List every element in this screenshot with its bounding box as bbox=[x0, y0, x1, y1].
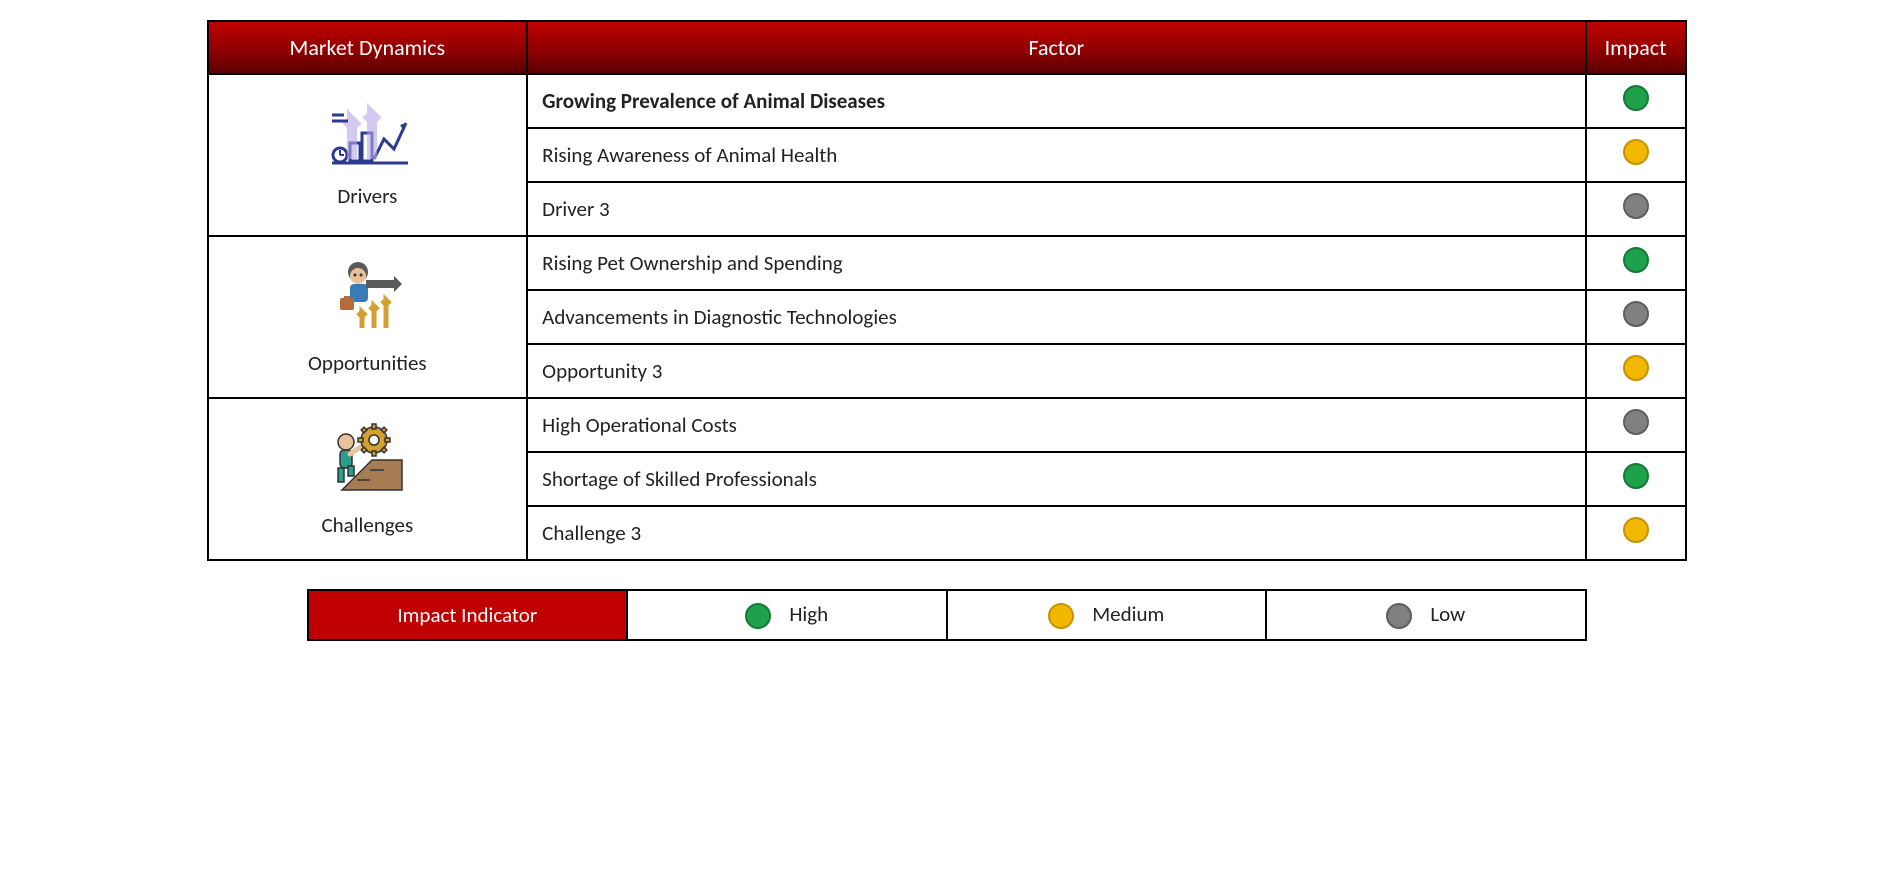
factor-cell: Rising Awareness of Animal Health bbox=[527, 128, 1585, 182]
impact-cell bbox=[1586, 344, 1686, 398]
dynamics-cell-challenges: Challenges bbox=[208, 398, 528, 560]
impact-dot-low bbox=[1386, 603, 1412, 629]
table-row: OpportunitiesRising Pet Ownership and Sp… bbox=[208, 236, 1686, 290]
header-impact: Impact bbox=[1586, 21, 1686, 74]
market-dynamics-table: Market Dynamics Factor Impact DriversGro… bbox=[207, 20, 1687, 561]
legend-item-high: High bbox=[627, 590, 946, 640]
impact-dot-low bbox=[1623, 193, 1649, 219]
impact-dot-medium bbox=[1623, 355, 1649, 381]
factor-cell: Growing Prevalence of Animal Diseases bbox=[527, 74, 1585, 128]
impact-cell bbox=[1586, 128, 1686, 182]
impact-cell bbox=[1586, 506, 1686, 560]
impact-cell bbox=[1586, 290, 1686, 344]
legend-item-low: Low bbox=[1266, 590, 1585, 640]
impact-dot-high bbox=[1623, 85, 1649, 111]
impact-dot-high bbox=[1623, 463, 1649, 489]
impact-dot-low bbox=[1623, 409, 1649, 435]
impact-dot-medium bbox=[1623, 139, 1649, 165]
factor-cell: Challenge 3 bbox=[527, 506, 1585, 560]
legend-item-text: High bbox=[789, 601, 828, 627]
header-dynamics: Market Dynamics bbox=[208, 21, 528, 74]
dynamics-label-drivers: Drivers bbox=[337, 183, 397, 209]
legend-item-text: Medium bbox=[1092, 601, 1164, 627]
impact-dot-low bbox=[1623, 301, 1649, 327]
table-row: DriversGrowing Prevalence of Animal Dise… bbox=[208, 74, 1686, 128]
impact-dot-medium bbox=[1623, 517, 1649, 543]
impact-cell bbox=[1586, 398, 1686, 452]
drivers-icon bbox=[322, 101, 412, 183]
header-factor: Factor bbox=[527, 21, 1585, 74]
dynamics-cell-opportunities: Opportunities bbox=[208, 236, 528, 398]
impact-dot-high bbox=[1623, 247, 1649, 273]
opportunities-icon bbox=[322, 258, 412, 350]
factor-cell: Advancements in Diagnostic Technologies bbox=[527, 290, 1585, 344]
dynamics-label-challenges: Challenges bbox=[321, 512, 413, 538]
challenges-icon bbox=[322, 420, 412, 512]
impact-dot-medium bbox=[1048, 603, 1074, 629]
impact-cell bbox=[1586, 182, 1686, 236]
factor-cell: Rising Pet Ownership and Spending bbox=[527, 236, 1585, 290]
impact-cell bbox=[1586, 236, 1686, 290]
legend-item-text: Low bbox=[1430, 601, 1465, 627]
table-row: ChallengesHigh Operational Costs bbox=[208, 398, 1686, 452]
impact-dot-high bbox=[745, 603, 771, 629]
factor-cell: Driver 3 bbox=[527, 182, 1585, 236]
factor-cell: Shortage of Skilled Professionals bbox=[527, 452, 1585, 506]
legend-item-medium: Medium bbox=[947, 590, 1267, 640]
legend-label: Impact Indicator bbox=[308, 590, 628, 640]
impact-legend: Impact Indicator High Medium Low bbox=[307, 589, 1587, 641]
impact-cell bbox=[1586, 452, 1686, 506]
dynamics-label-opportunities: Opportunities bbox=[308, 350, 427, 376]
dynamics-cell-drivers: Drivers bbox=[208, 74, 528, 236]
factor-cell: High Operational Costs bbox=[527, 398, 1585, 452]
impact-cell bbox=[1586, 74, 1686, 128]
factor-cell: Opportunity 3 bbox=[527, 344, 1585, 398]
